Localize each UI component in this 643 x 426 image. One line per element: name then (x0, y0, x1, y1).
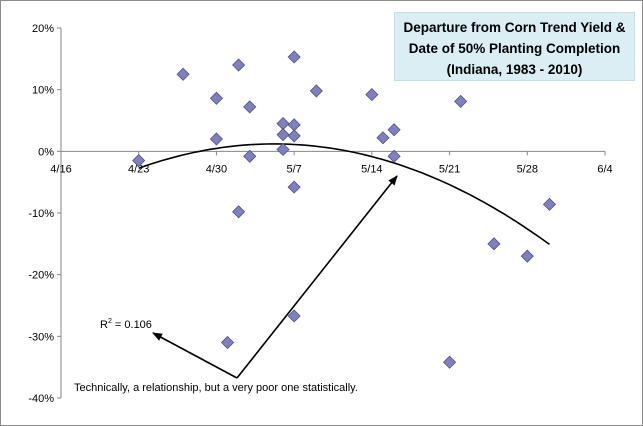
chart-title-box: Departure from Corn Trend Yield & Date o… (394, 12, 635, 81)
y-tick-label: -40% (28, 393, 54, 405)
data-point (443, 355, 457, 369)
y-tick-label: 10% (32, 85, 54, 97)
x-tick-label: 5/7 (286, 163, 301, 175)
data-point (542, 197, 557, 211)
annotation-group: R2 = 0.106 Technically, a relationship, … (74, 318, 358, 394)
x-tick-label: 5/21 (439, 163, 460, 175)
data-point (243, 149, 257, 163)
y-tick-label: -30% (28, 331, 54, 343)
y-tick-label: 0% (38, 146, 54, 158)
data-point (376, 131, 390, 145)
data-point (232, 205, 246, 219)
annotation-text: Technically, a relationship, but a very … (74, 382, 358, 394)
data-point (287, 309, 301, 323)
data-point (220, 335, 235, 350)
data-point (243, 100, 257, 114)
y-tick-label: -20% (28, 270, 54, 282)
x-tick-label: 5/28 (517, 163, 538, 175)
data-points (132, 50, 557, 369)
data-point (287, 50, 301, 64)
data-point (287, 118, 301, 132)
x-tick-label: 4/30 (206, 163, 227, 175)
data-point (276, 142, 290, 157)
data-point (276, 128, 290, 142)
data-point (365, 88, 379, 102)
trendline (138, 143, 550, 246)
data-point (487, 237, 501, 251)
data-point (209, 132, 223, 146)
data-point (276, 117, 290, 131)
data-point (520, 249, 534, 263)
data-point (309, 84, 323, 98)
x-tick-label: 6/4 (597, 163, 612, 175)
data-point (287, 180, 301, 194)
data-point (176, 67, 190, 81)
axes: 20%10%0%-10%-20%-30%-40%4/16 4/23 4/30 5/7 5… (28, 23, 612, 405)
data-point (132, 154, 146, 168)
arrow-to-label (152, 332, 238, 379)
trendline-group (138, 143, 550, 379)
y-tick-label: -10% (28, 208, 54, 220)
data-point (287, 129, 301, 143)
chart-title-line-3: (Indiana, 1983 - 2010) (446, 62, 583, 77)
chart-title-line-2: Date of 50% Planting Completion (408, 41, 621, 56)
y-tick-label: 20% (32, 23, 54, 35)
arrow-to-trendline (236, 175, 398, 379)
x-tick-label: 4/16 (50, 163, 71, 175)
data-point (209, 91, 223, 105)
data-point (387, 149, 401, 163)
r-squared-label: R2 = 0.106 (100, 318, 152, 331)
x-tick-label: 5/14 (361, 163, 382, 175)
data-point (232, 58, 246, 72)
chart-title-line-1: Departure from Corn Trend Yield & (403, 20, 626, 35)
data-point (387, 123, 401, 137)
data-point (454, 94, 468, 108)
